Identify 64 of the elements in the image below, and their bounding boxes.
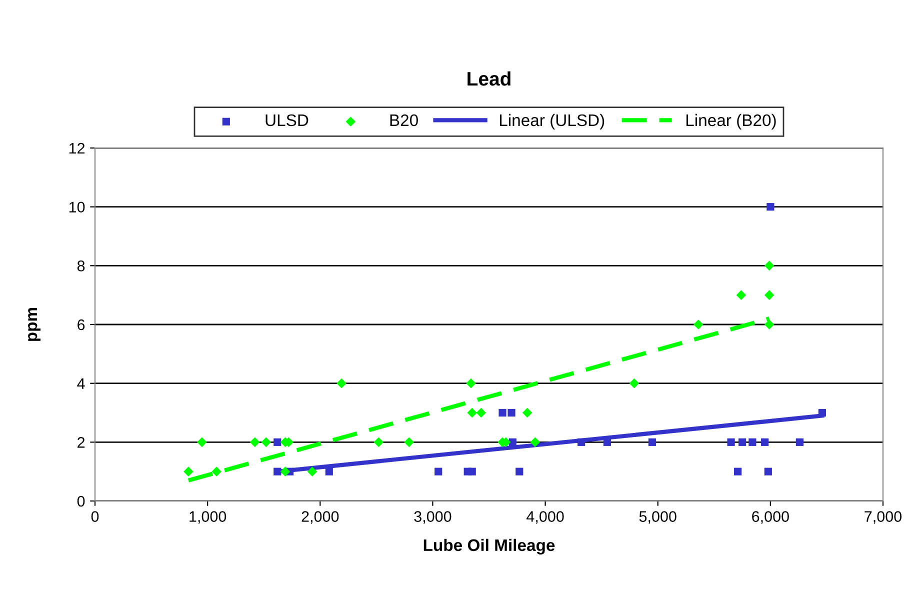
point — [197, 437, 207, 448]
x-tick-label: 1,000 — [190, 511, 226, 524]
point — [467, 408, 478, 418]
legend-label: Linear (B20) — [686, 114, 776, 130]
point — [818, 408, 826, 417]
chart-title: Lead — [468, 71, 510, 86]
point — [307, 466, 318, 476]
y-tick-label: 8 — [77, 260, 85, 272]
point — [404, 437, 414, 448]
legend-label: Linear (ULSD) — [500, 114, 604, 130]
y-tick-label: 10 — [69, 202, 85, 213]
point — [261, 437, 272, 448]
point — [748, 438, 756, 446]
point — [476, 408, 486, 418]
point — [250, 437, 260, 448]
point — [764, 260, 774, 271]
x-tick-label: 2,000 — [302, 511, 339, 524]
legend-label: ULSD — [266, 114, 308, 126]
legend-label: B20 — [390, 114, 418, 126]
x-tick-label: 0 — [91, 511, 99, 522]
x-tick-label: 5,000 — [639, 511, 676, 524]
point — [280, 466, 290, 476]
point — [766, 203, 774, 211]
point — [516, 468, 524, 476]
point — [274, 468, 282, 476]
point — [498, 408, 506, 417]
point — [764, 468, 772, 476]
y-tick-label: 0 — [77, 496, 85, 507]
point — [374, 437, 384, 448]
point — [736, 290, 746, 300]
point — [603, 438, 612, 446]
point — [336, 378, 346, 388]
point — [530, 437, 540, 448]
point — [508, 438, 516, 446]
x-tick-label: 6,000 — [752, 511, 789, 524]
y-tick-label: 12 — [69, 142, 85, 154]
point — [578, 438, 586, 446]
y-tick-label: 6 — [78, 319, 85, 330]
point — [325, 468, 333, 476]
point — [522, 408, 532, 418]
x-axis-title: Lube Oil Mileage — [424, 538, 555, 554]
point — [738, 438, 746, 446]
y-tick-label: 4 — [77, 378, 85, 389]
point — [274, 438, 282, 446]
point — [764, 320, 774, 330]
point — [184, 466, 194, 476]
point — [508, 408, 516, 417]
point — [212, 466, 222, 476]
point — [760, 438, 769, 446]
point — [468, 468, 476, 476]
point — [629, 378, 640, 388]
point — [796, 438, 804, 446]
point — [693, 320, 704, 330]
x-tick-label: 7,000 — [864, 511, 902, 524]
point — [734, 468, 742, 476]
point — [434, 468, 442, 476]
y-axis-title: ppm — [28, 308, 41, 341]
point — [764, 290, 774, 300]
point — [727, 438, 735, 446]
x-tick-label: 4,000 — [526, 511, 564, 524]
point — [466, 378, 476, 388]
point — [648, 438, 656, 446]
y-tick-label: 2 — [78, 437, 85, 448]
x-tick-label: 3,000 — [414, 511, 452, 524]
